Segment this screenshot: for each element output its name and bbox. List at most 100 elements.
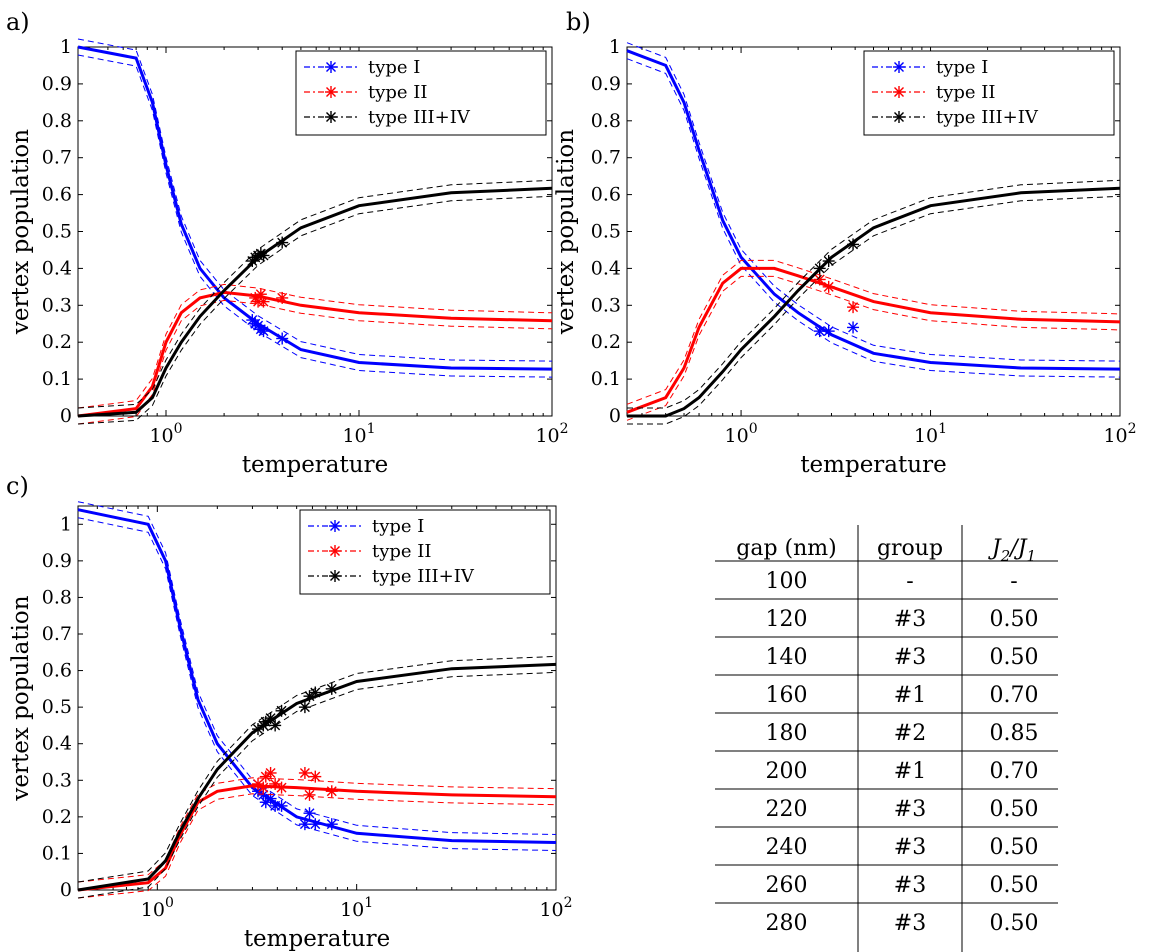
x-tick-label: 101 [342,421,375,447]
legend-label: type II [368,82,428,103]
y-tick-label: 0.2 [42,331,72,353]
legend-label: type III+IV [936,107,1039,128]
series-band-lower [77,195,553,425]
y-tick-label: 0.8 [591,110,621,132]
legend: type I type II type III+IV [299,509,551,595]
series-line [627,186,1121,418]
y-tick-label: 0.1 [42,842,72,864]
table-cell: 120 [766,607,808,632]
table-cell: 140 [766,645,808,670]
x-tick-label: 100 [725,421,758,447]
legend-marker [325,61,337,73]
data-point [325,785,338,798]
y-axis-label: vertex population [8,595,34,801]
table-cell: 100 [766,569,808,594]
table-cell: 180 [766,721,808,746]
y-axis-label: vertex population [553,129,579,335]
table-cell: 0.70 [990,759,1039,784]
table-cell: 240 [766,835,808,860]
series-line [626,266,1121,414]
x-tick-label: 102 [539,895,572,921]
series-band-lower [626,275,1121,421]
data-point [298,701,311,714]
legend-marker [893,111,905,123]
y-tick-label: 0.9 [591,73,621,95]
y-tick-label: 0.3 [42,769,72,791]
table-cell: 0.50 [990,835,1039,860]
table-cell: #3 [894,645,926,670]
data-point [813,262,826,275]
table-cell: #1 [894,759,926,784]
y-tick-label: 0 [60,879,72,901]
legend: type I type II type III+IV [295,50,547,136]
panel-label: b) [566,8,591,36]
data-point [822,255,835,268]
data-point [298,766,311,779]
series-band-upper [627,179,1121,409]
data-point [847,301,860,314]
data-point [298,818,311,831]
chart-panel-2: b) 0 0.1 0.2 0.3 0.4 0.5 0.6 0.7 0.8 0.9 1 100 101 102… [553,8,1137,478]
x-tick-label: 100 [149,421,182,447]
table-cell: 0.50 [990,911,1039,936]
legend-label: type III+IV [368,107,471,128]
table-header: J2/J1 [988,536,1036,565]
data-point [257,781,270,794]
y-tick-label: 1 [60,36,72,58]
x-tick-label: 101 [914,421,947,447]
x-tick-label: 102 [1103,421,1136,447]
series-line [626,49,1121,371]
legend-marker [329,520,341,532]
data-point [847,321,860,334]
chart-panel-1: a) 0 0.1 0.2 0.3 0.4 0.5 0.6 0.7 0.8 0.9 1 100 101 102… [6,8,569,478]
series-line [77,45,553,371]
data-point [276,332,289,345]
y-tick-label: 0.7 [42,147,72,169]
legend-label: type I [936,57,988,78]
series-band-upper [77,283,553,409]
table-cell: 160 [766,683,808,708]
table-cell: 200 [766,759,808,784]
legend-label: type III+IV [372,566,475,587]
data-point [264,712,277,725]
parameter-table: gap (nm) group J2/J1 100 - - 120 #3 0.50 140 #3 0.5… [715,525,1058,952]
series-band-lower [77,793,557,899]
y-tick-label: 0.9 [42,73,72,95]
series-line [77,784,557,892]
data-point [269,719,282,732]
series-band-lower [77,517,557,851]
x-axis-label: temperature [800,452,946,478]
data-point [303,807,316,820]
series-band-upper [626,42,1121,362]
series-band-lower [626,58,1121,378]
y-tick-label: 0.2 [42,806,72,828]
data-point [309,818,322,831]
data-point [276,236,289,249]
series-line [77,662,557,892]
table-cell: #3 [894,835,926,860]
table-cell: #3 [894,607,926,632]
panel-label: a) [6,8,30,36]
y-tick-label: 0.6 [591,184,621,206]
chart-panel-3: c) 0 0.1 0.2 0.3 0.4 0.5 0.6 0.7 0.8 0.9 1 100 101 102… [6,472,573,952]
data-point [822,280,835,293]
data-point [275,799,288,812]
data-point [257,295,270,308]
legend-marker [325,111,337,123]
series-band-upper [77,179,553,409]
series-line [77,508,557,844]
table-cell: 0.70 [990,683,1039,708]
data-point [303,788,316,801]
y-tick-label: 0.5 [42,221,72,243]
y-tick-label: 0.5 [591,221,621,243]
legend: type I type II type III+IV [863,50,1115,136]
data-point [813,273,826,286]
data-point [257,325,270,338]
y-tick-label: 0.1 [591,368,621,390]
y-tick-label: 0.4 [591,257,621,279]
series-band-lower [627,195,1121,425]
y-tick-label: 0.9 [42,550,72,572]
data-point [276,291,289,304]
data-point [325,818,338,831]
series-band-upper [77,38,553,362]
